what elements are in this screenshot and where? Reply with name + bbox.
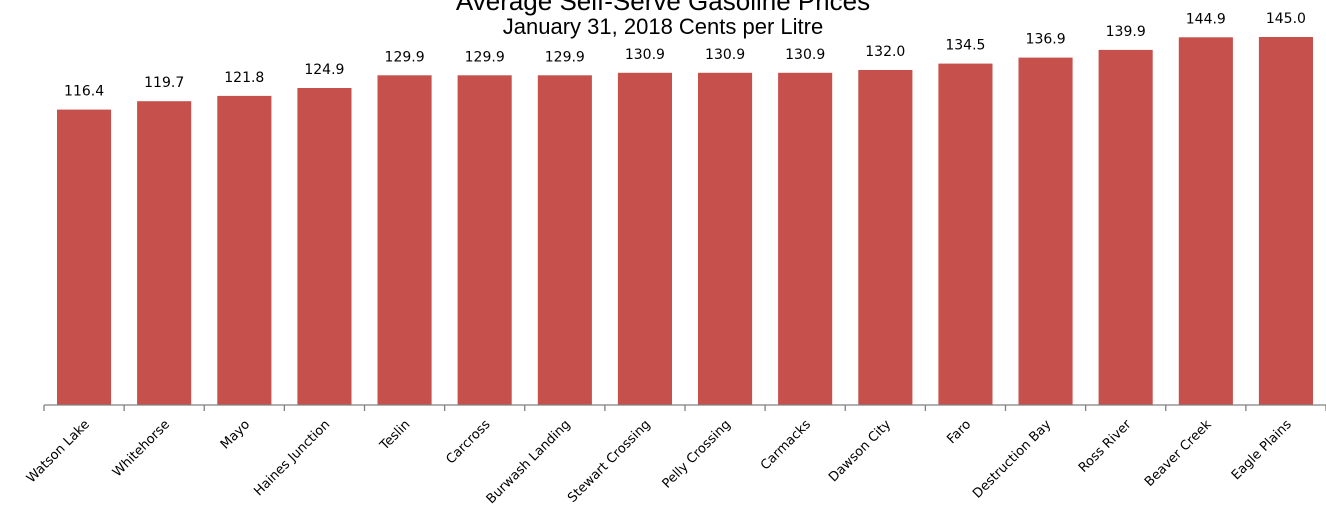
bar-value-label: 121.8 — [224, 70, 264, 86]
bar — [217, 95, 272, 406]
bar — [938, 63, 993, 405]
bar-value-label: 145.0 — [1266, 11, 1306, 27]
bar — [1098, 49, 1153, 406]
category-label: Stewart Crossing — [565, 417, 654, 506]
category-label: Eagle Plains — [1229, 417, 1295, 483]
category-label: Faro — [944, 417, 974, 447]
bar-value-label: 116.4 — [64, 84, 104, 100]
bar — [297, 88, 352, 405]
bar — [1018, 57, 1073, 405]
bar — [698, 72, 753, 406]
category-label: Carmacks — [758, 417, 814, 473]
category-label: Ross River — [1076, 417, 1135, 476]
bar-value-label: 144.9 — [1186, 11, 1226, 27]
bar-value-label: 129.9 — [465, 49, 505, 65]
bar-value-label: 136.9 — [1026, 32, 1066, 48]
category-label: Carcross — [443, 417, 493, 467]
category-label: Beaver Creek — [1142, 417, 1215, 490]
bar — [778, 72, 833, 406]
category-label: Destruction Bay — [970, 417, 1055, 502]
value-labels-group: 116.4 119.7 121.8 124.9 129.9 129.9 129.9 130.9… — [64, 11, 1306, 100]
bar — [457, 75, 512, 406]
category-label: Dawson City — [826, 417, 894, 485]
bar — [137, 101, 192, 405]
bar-value-label: 139.9 — [1106, 24, 1146, 40]
bar — [617, 72, 672, 406]
bar-value-label: 129.9 — [545, 49, 585, 65]
bar — [57, 109, 112, 405]
bar-value-label: 134.5 — [945, 38, 985, 54]
category-label: Watson Lake — [24, 417, 93, 486]
bar — [537, 75, 592, 406]
bar-value-label: 130.9 — [705, 47, 745, 63]
bar — [858, 70, 913, 405]
category-label: Mayo — [218, 417, 253, 452]
category-label: Haines Junction — [251, 417, 333, 499]
x-axis-ticks — [43, 405, 1326, 411]
category-label: Pelly Crossing — [660, 417, 734, 491]
category-label: Whitehorse — [110, 417, 173, 480]
bar — [377, 75, 432, 406]
category-label: Teslin — [377, 417, 414, 454]
bars-group — [57, 37, 1313, 406]
bar — [1258, 37, 1313, 405]
bar-value-label: 124.9 — [304, 62, 344, 78]
bar — [1178, 37, 1233, 406]
bar-value-label: 132.0 — [865, 44, 905, 60]
bar-value-label: 129.9 — [385, 49, 425, 65]
category-label: Burwash Landing — [484, 417, 574, 507]
bar-value-label: 119.7 — [144, 75, 184, 91]
bar-value-label: 130.9 — [625, 47, 665, 63]
chart-subtitle: January 31, 2018 Cents per Litre — [503, 14, 823, 39]
chart-title: Average Self-Serve Gasoline Prices — [456, 0, 870, 16]
bar-value-label: 130.9 — [785, 47, 825, 63]
